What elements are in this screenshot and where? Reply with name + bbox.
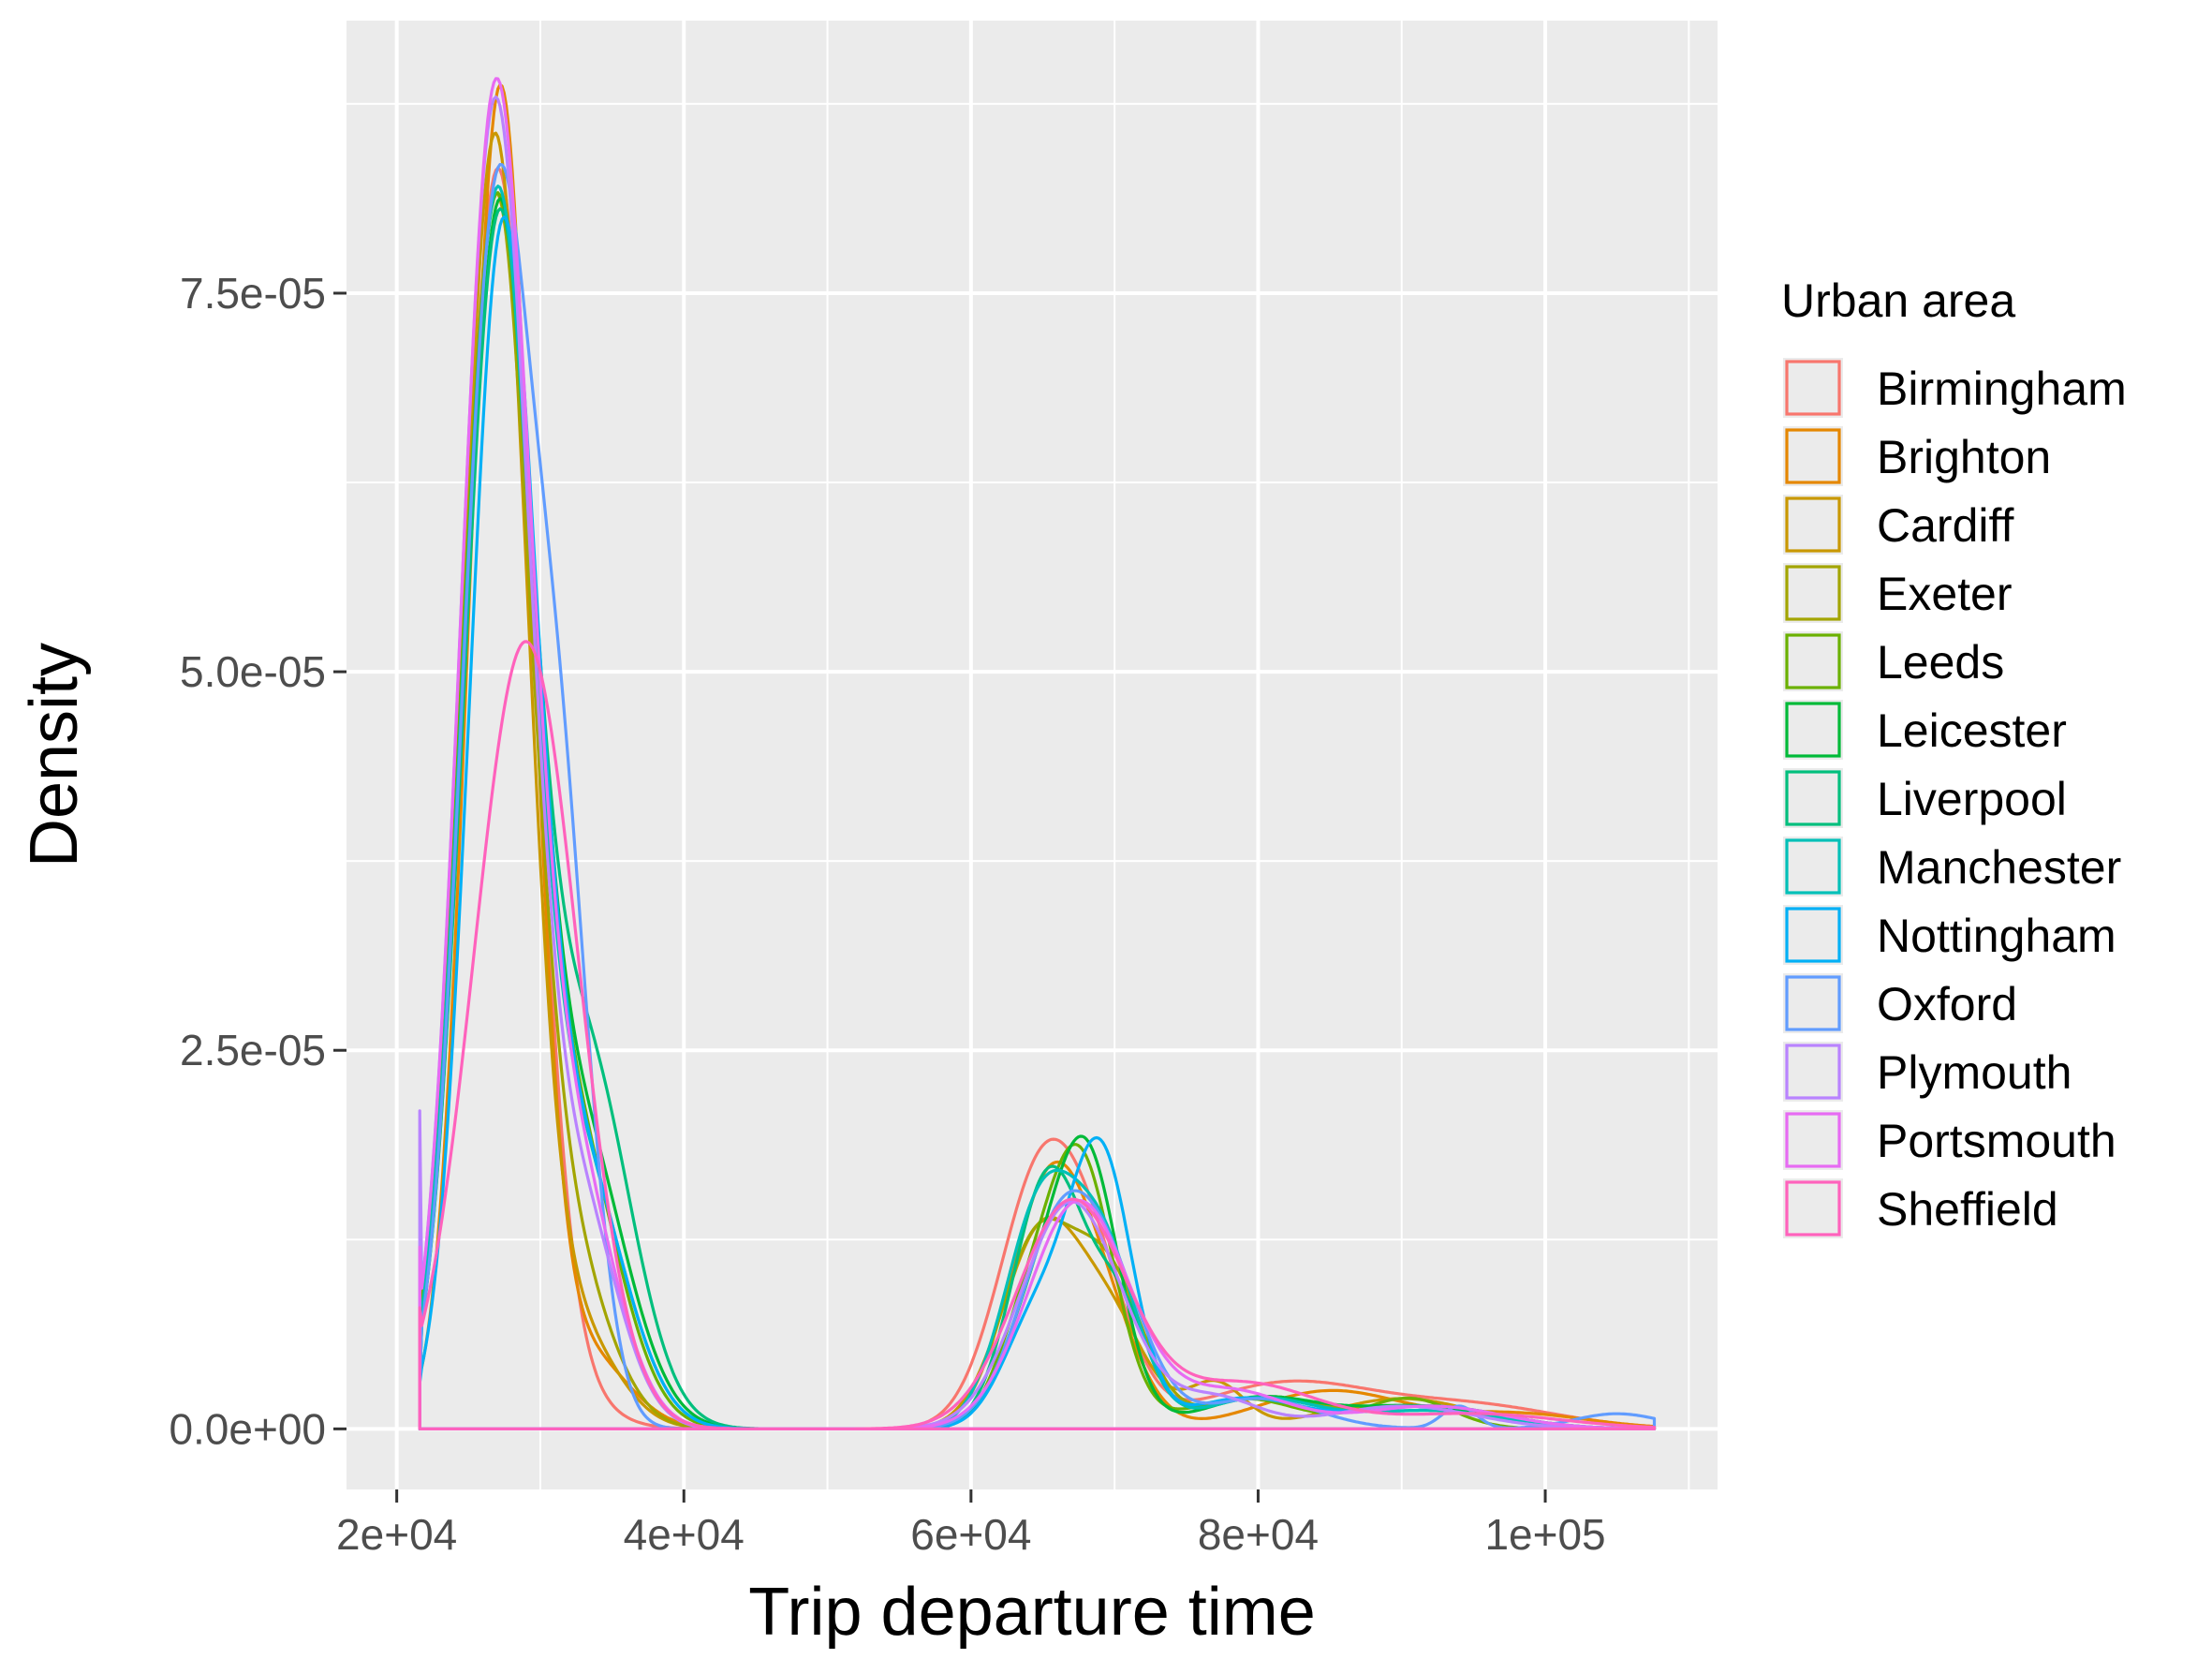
legend-key-manchester <box>1785 838 1841 895</box>
legend-label: Birmingham <box>1877 363 2127 415</box>
legend-label: Oxford <box>1877 978 2017 1030</box>
x-tick-label: 4e+04 <box>624 1510 745 1559</box>
legend-label: Portsmouth <box>1877 1115 2116 1167</box>
density-curves <box>418 77 1657 1430</box>
legend-title: Urban area <box>1781 274 2015 327</box>
legend-key-cardiff <box>1785 496 1841 553</box>
legend-label: Plymouth <box>1877 1046 2072 1099</box>
density-curve-birmingham <box>418 166 1657 1430</box>
legend-key-background <box>1783 1178 1843 1238</box>
legend-key-liverpool <box>1785 770 1841 826</box>
legend-key-leicester <box>1785 702 1841 758</box>
legend-key-brighton <box>1785 428 1841 484</box>
density-curve-portsmouth <box>418 77 1657 1430</box>
legend-key-portsmouth <box>1785 1112 1841 1168</box>
x-tick-label: 6e+04 <box>910 1510 1031 1559</box>
density-curve-sheffield <box>418 640 1657 1430</box>
legend-key-oxford <box>1785 975 1841 1031</box>
legend-label: Leicester <box>1877 704 2067 757</box>
legend-key-leeds <box>1785 633 1841 689</box>
x-tick-label: 1e+05 <box>1484 1510 1605 1559</box>
y-tick-label: 2.5e-05 <box>180 1026 326 1074</box>
minor-gridlines <box>347 21 1718 1489</box>
y-axis-title: Density <box>17 643 92 867</box>
legend-key-background <box>1783 1042 1843 1102</box>
legend-key-exeter <box>1785 565 1841 621</box>
legend-key-sheffield <box>1785 1180 1841 1237</box>
y-axis-ticks: 0.0e+00 2.5e-05 5.0e-05 7.5e-05 <box>169 269 347 1453</box>
y-tick-label: 7.5e-05 <box>180 269 326 318</box>
legend-label: Nottingham <box>1877 910 2116 962</box>
legend-key-background <box>1783 905 1843 965</box>
legend-label: Brighton <box>1877 431 2051 483</box>
legend-key-background <box>1783 426 1843 486</box>
legend-key-background <box>1783 768 1843 828</box>
y-tick-label: 5.0e-05 <box>180 647 326 696</box>
legend-label: Liverpool <box>1877 773 2067 825</box>
legend-key-background <box>1783 563 1843 623</box>
legend-key-nottingham <box>1785 907 1841 963</box>
legend-key-background <box>1783 837 1843 896</box>
legend-label: Sheffield <box>1877 1183 2058 1236</box>
legend-label: Exeter <box>1877 568 2013 620</box>
x-axis-title: Trip departure time <box>748 1575 1316 1650</box>
legend-key-birmingham <box>1785 360 1841 416</box>
legend-label: Leeds <box>1877 636 2004 689</box>
y-tick-label: 0.0e+00 <box>169 1404 326 1453</box>
legend-key-background <box>1783 358 1843 418</box>
legend-label: Manchester <box>1877 841 2121 894</box>
legend: Birmingham Brighton Cardiff Exeter Leeds Leic… <box>1783 358 2127 1238</box>
x-tick-label: 2e+04 <box>336 1510 457 1559</box>
density-curve-plymouth <box>418 95 1657 1430</box>
legend-key-background <box>1783 631 1843 691</box>
x-tick-label: 8e+04 <box>1198 1510 1319 1559</box>
x-axis-ticks: 2e+04 4e+04 6e+04 8e+04 1e+05 <box>336 1489 1606 1559</box>
legend-label: Cardiff <box>1877 499 2013 552</box>
legend-key-background <box>1783 1110 1843 1170</box>
legend-key-background <box>1783 700 1843 760</box>
legend-key-plymouth <box>1785 1044 1841 1100</box>
legend-key-background <box>1783 973 1843 1033</box>
legend-key-background <box>1783 495 1843 555</box>
